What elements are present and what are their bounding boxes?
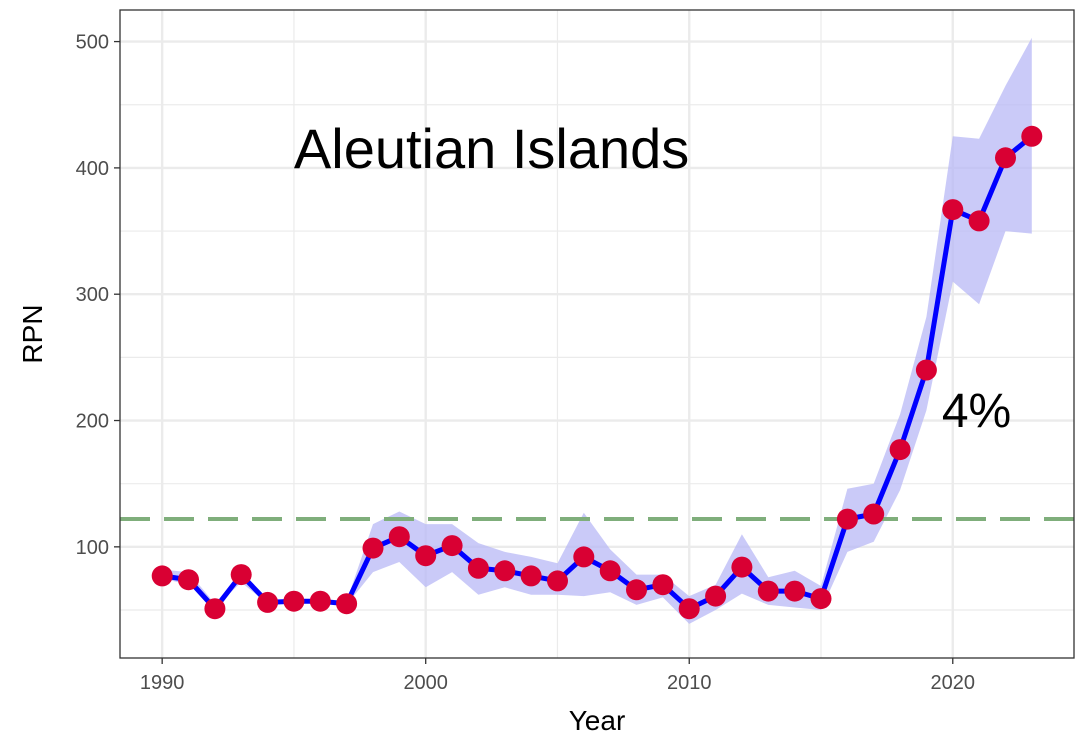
data-point	[230, 564, 252, 586]
x-axis-title: Year	[569, 705, 626, 736]
data-point	[915, 359, 937, 381]
data-point	[810, 588, 832, 610]
data-point	[309, 590, 331, 612]
data-point	[573, 546, 595, 568]
y-tick-label: 100	[76, 537, 109, 559]
data-point	[678, 598, 700, 620]
data-point	[257, 591, 279, 613]
y-axis-ticks: 100 200 300 400 500	[76, 32, 120, 559]
data-point	[968, 210, 990, 232]
data-point	[889, 439, 911, 461]
series-line-group	[159, 133, 1035, 612]
data-point	[757, 580, 779, 602]
y-tick-label: 200	[76, 411, 109, 433]
data-point	[178, 569, 199, 591]
y-tick-label: 400	[76, 158, 109, 180]
data-point	[626, 579, 647, 601]
data-point	[520, 565, 542, 587]
data-point	[705, 585, 727, 607]
data-point	[863, 503, 885, 525]
data-point	[441, 535, 463, 557]
series-line	[159, 133, 1035, 612]
y-tick-label: 300	[76, 284, 109, 306]
data-point	[494, 560, 516, 582]
data-point	[151, 565, 173, 587]
data-point	[204, 598, 226, 620]
data-point	[415, 545, 437, 567]
plot-frame	[119, 9, 1075, 659]
data-point	[942, 199, 964, 221]
data-point	[731, 556, 753, 578]
data-point	[547, 570, 568, 592]
data-point	[467, 557, 489, 579]
annotation-percent: 4%	[942, 385, 1011, 438]
x-axis-ticks: 1990 2000 2010 2020	[140, 658, 975, 694]
x-tick-label: 1990	[140, 672, 185, 694]
data-point	[836, 508, 858, 530]
annotation-region-label: Aleutian Islands	[294, 117, 689, 180]
data-point	[388, 526, 410, 548]
x-tick-label: 2000	[403, 672, 448, 694]
data-point	[362, 537, 384, 559]
x-tick-label: 2020	[931, 672, 976, 694]
data-point	[599, 560, 621, 582]
data-points-group	[151, 125, 1043, 620]
data-point	[1021, 125, 1043, 147]
data-point	[652, 574, 674, 596]
data-point	[784, 580, 806, 602]
data-point	[336, 593, 358, 615]
x-tick-label: 2010	[667, 672, 712, 694]
y-tick-label: 500	[76, 32, 109, 54]
y-axis-title: RPN	[17, 304, 48, 363]
data-point	[995, 147, 1016, 169]
minor-gridlines	[120, 10, 1074, 658]
data-point	[283, 590, 305, 612]
